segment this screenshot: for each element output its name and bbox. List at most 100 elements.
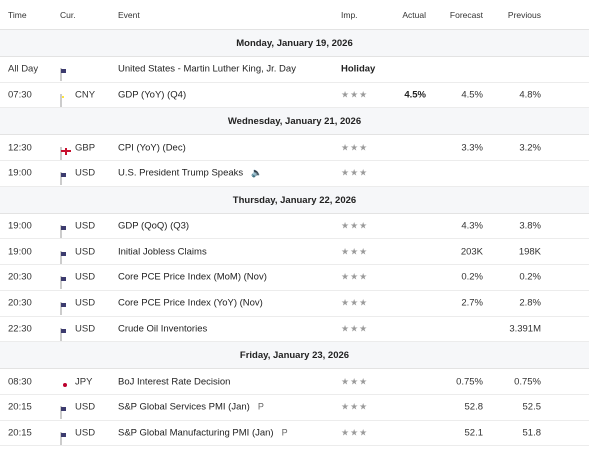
event-name[interactable]: CPI (YoY) (Dec) [118,142,186,153]
event-name-text[interactable]: Crude Oil Inventories [118,323,208,335]
event-name[interactable]: Core PCE Price Index (MoM) (Nov) [118,272,267,283]
event-time: 08:30 [8,376,32,388]
importance-stars-icon: ★★★ [341,323,369,334]
table-row[interactable]: 20:15 USD S&P Global Services PMI (Jan) P ★★… [0,395,589,421]
day-header: Monday, January 19, 2026 [0,30,589,57]
event-time: 19:00 [8,167,32,179]
event-name[interactable]: Crude Oil Inventories [118,323,207,334]
previous-value: 0.75% [514,376,541,388]
importance-stars-icon: ★★★ [341,427,369,438]
event-time: 20:15 [8,401,32,413]
event-name[interactable]: S&P Global Manufacturing PMI (Jan) P [118,427,288,438]
us-flag-icon [60,327,62,341]
holiday-label: Holiday [341,63,376,75]
currency-code: USD [75,220,96,232]
importance-stars-icon: ★★★ [341,142,369,153]
event-name[interactable]: Initial Jobless Claims [118,246,207,257]
event-name[interactable]: Core PCE Price Index (YoY) (Nov) [118,298,263,309]
header-event[interactable]: Event [118,10,140,20]
event-name-text[interactable]: BoJ Interest Rate Decision [118,376,231,388]
currency-code: USD [75,401,96,413]
table-row[interactable]: 20:30 USD Core PCE Price Index (YoY) (Nov)… [0,291,589,317]
event-time: 19:00 [8,246,32,258]
event-time: 20:30 [8,271,32,283]
table-row[interactable]: 20:15 USD S&P Global Manufacturing PMI (Ja… [0,421,589,447]
previous-value: 0.2% [519,271,541,283]
us-flag-icon [60,68,62,82]
forecast-value: 0.2% [461,271,483,283]
header-importance[interactable]: Imp. [341,10,358,20]
event-name-text[interactable]: S&P Global Services PMI (Jan) [118,401,250,413]
importance-stars-icon: ★★★ [341,246,369,257]
event-time: 19:00 [8,220,32,232]
forecast-value: 0.75% [456,376,483,388]
header-time[interactable]: Time [8,10,27,20]
header-previous[interactable]: Previous [507,10,541,20]
us-flag-icon [60,172,62,186]
event-name-text[interactable]: Core PCE Price Index (MoM) (Nov) [118,271,267,283]
event-name-text[interactable]: CPI (YoY) (Dec) [118,142,186,154]
day-header: Friday, January 23, 2026 [0,342,589,370]
us-flag-icon [60,431,62,445]
importance-stars-icon: ★★★ [341,297,369,308]
event-name-text[interactable]: S&P Global Manufacturing PMI (Jan) [118,427,274,439]
table-row[interactable]: 08:30 JPY BoJ Interest Rate Decision ★★★ 0.7… [0,369,589,395]
event-time: 07:30 [8,89,32,101]
importance-stars-icon: ★★★ [341,376,369,387]
day-header: Thursday, January 22, 2026 [0,186,589,214]
table-row[interactable]: 19:00 USD Initial Jobless Claims ★★★ 203K 198… [0,239,589,266]
previous-value: 52.5 [522,401,542,413]
previous-value: 3.2% [519,142,541,154]
forecast-value: 52.8 [464,401,484,413]
currency-code: CNY [75,89,96,101]
event-name[interactable]: U.S. President Trump Speaks 🔈 [118,168,262,179]
previous-value: 2.8% [519,297,541,309]
event-name-text[interactable]: Core PCE Price Index (YoY) (Nov) [118,297,263,309]
event-name[interactable]: S&P Global Services PMI (Jan) P [118,402,264,413]
forecast-value: 2.7% [461,297,483,309]
currency-code: USD [75,167,96,179]
preliminary-icon: P [281,427,288,438]
event-name-text[interactable]: GDP (YoY) (Q4) [118,89,187,101]
table-row[interactable]: 20:30 USD Core PCE Price Index (MoM) (Nov)… [0,265,589,291]
preliminary-icon: P [257,401,264,412]
event-name-text[interactable]: GDP (QoQ) (Q3) [118,220,190,232]
table-header: Time Cur. Event Imp. Actual Forecast Pre… [0,0,589,30]
gb-flag-icon [60,146,62,160]
previous-value: 3.8% [519,220,541,232]
event-name[interactable]: United States - Martin Luther King, Jr. … [118,64,296,75]
event-name-text[interactable]: Initial Jobless Claims [118,246,207,258]
day-header: Wednesday, January 21, 2026 [0,108,589,136]
importance-stars-icon: ★★★ [341,167,369,178]
previous-value: 3.391M [509,323,541,335]
event-time: 12:30 [8,142,32,154]
currency-code: USD [75,427,96,439]
previous-value: 51.8 [522,427,542,439]
event-name-text[interactable]: U.S. President Trump Speaks [118,167,244,179]
cn-flag-icon [60,94,62,108]
event-name[interactable]: GDP (YoY) (Q4) [118,90,186,101]
table-row[interactable]: All Day United States - Martin Luther Kin… [0,57,589,83]
event-name[interactable]: GDP (QoQ) (Q3) [118,221,189,232]
table-row[interactable]: 19:00 USD GDP (QoQ) (Q3) ★★★ 4.3% 3.8% [0,214,589,240]
speaker-icon: 🔈 [251,167,263,178]
previous-value: 4.8% [519,89,541,101]
header-actual[interactable]: Actual [402,10,426,20]
us-flag-icon [60,276,62,290]
event-name[interactable]: BoJ Interest Rate Decision [118,376,230,387]
event-name-text[interactable]: United States - Martin Luther King, Jr. … [118,63,296,75]
forecast-value: 4.5% [461,89,483,101]
table-row[interactable]: 12:30 GBP CPI (YoY) (Dec) ★★★ 3.3% 3.2% [0,135,589,162]
forecast-value: 203K [460,246,483,258]
importance-stars-icon: ★★★ [341,271,369,282]
previous-value: 198K [518,246,541,258]
table-row[interactable]: 19:00 USD U.S. President Trump Speaks 🔈 ★★★ [0,161,589,187]
table-row[interactable]: 22:30 USD Crude Oil Inventories ★★★ 3.391M [0,317,589,343]
currency-code: USD [75,271,96,283]
forecast-value: 3.3% [461,142,483,154]
header-currency[interactable]: Cur. [60,10,76,20]
table-body: Monday, January 19, 2026 All Day United St… [0,30,589,447]
table-row[interactable]: 07:30 CNY GDP (YoY) (Q4) ★★★ 4.5% 4.5% 4.8% [0,83,589,109]
header-forecast[interactable]: Forecast [449,10,483,20]
